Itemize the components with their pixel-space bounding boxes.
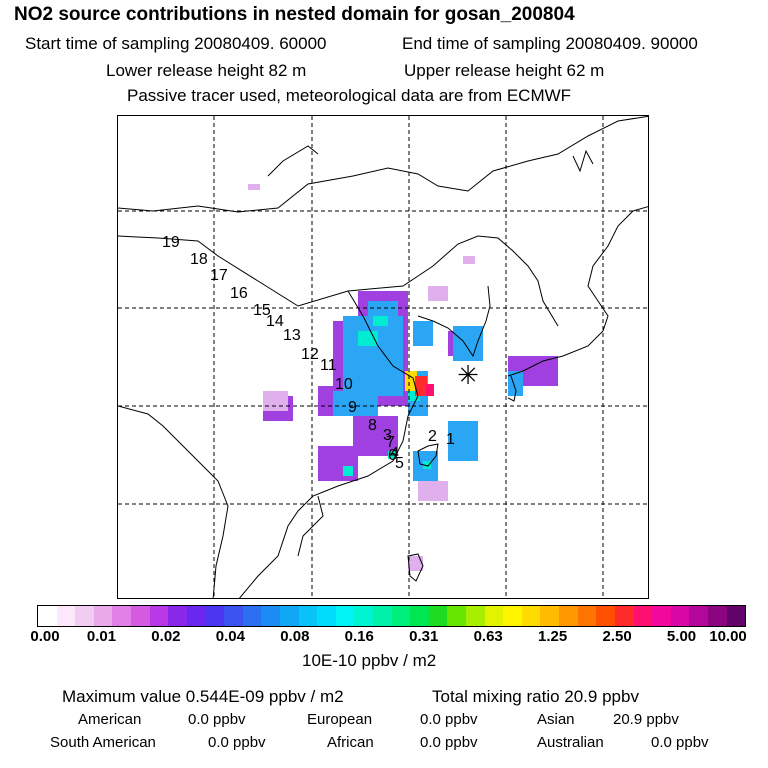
colorbar-segment xyxy=(261,606,280,626)
colorbar-tick-label: 0.04 xyxy=(215,628,245,645)
american-value: 0.0 ppbv xyxy=(188,711,246,728)
colorbar-tick-label: 10.00 xyxy=(709,628,747,645)
trajectory-point-label: 5 xyxy=(395,455,404,472)
trajectory-point-label: 13 xyxy=(283,327,301,344)
colorbar-segment xyxy=(372,606,392,626)
colorbar-segment xyxy=(428,606,448,626)
colorbar-segment xyxy=(577,606,597,626)
colorbar-tick-label: 0.31 xyxy=(409,628,439,645)
colorbar xyxy=(37,605,746,627)
colorbar-units: 10E-10 ppbv / m2 xyxy=(302,651,437,670)
colorbar-segment xyxy=(279,606,299,626)
colorbar-segment xyxy=(75,606,94,626)
asian-value: 20.9 ppbv xyxy=(613,711,679,728)
african-label: African xyxy=(327,734,374,751)
australian-value: 0.0 ppbv xyxy=(651,734,709,751)
colorbar-segment xyxy=(112,606,132,626)
colorbar-segment xyxy=(540,606,560,626)
colorbar-segment xyxy=(689,606,708,626)
colorbar-tick-label: 5.00 xyxy=(666,628,697,645)
end-time-label: End time of sampling 20080409. 90000 xyxy=(402,34,698,53)
colorbar-tick-label: 2.50 xyxy=(602,628,632,645)
trajectory-point-label: 19 xyxy=(162,234,180,251)
colorbar-segment xyxy=(391,606,411,626)
colorbar-tick-label: 0.63 xyxy=(473,628,503,645)
colorbar-segment xyxy=(559,606,578,626)
colorbar-segment xyxy=(410,606,429,626)
colorbar-tick-label: 0.01 xyxy=(86,628,117,645)
trajectory-point-label: 9 xyxy=(348,399,357,416)
colorbar-segment xyxy=(726,606,746,626)
colorbar-segment xyxy=(242,606,262,626)
receptor-marker: ✳ xyxy=(457,361,479,391)
colorbar-segment xyxy=(447,606,467,626)
tracer-note: Passive tracer used, meteorological data… xyxy=(127,86,572,105)
trajectory-point-label: 17 xyxy=(210,267,228,284)
colorbar-segment xyxy=(298,606,318,626)
trajectory-point-label: 1 xyxy=(446,431,455,448)
trajectory-point-label: 12 xyxy=(301,346,319,363)
trajectory-point-label: 10 xyxy=(335,376,353,393)
colorbar-segment xyxy=(149,606,169,626)
start-time-label: Start time of sampling 20080409. 60000 xyxy=(25,34,327,53)
concentration-field xyxy=(248,184,558,571)
colorbar-segment xyxy=(652,606,671,626)
trajectory-point-label: 18 xyxy=(190,251,208,268)
colorbar-segment xyxy=(317,606,336,626)
map-panel: 19 18 17 16 15 14 13 12 11 10 9 8 7 6 5 4 3 2 1 ✳ xyxy=(117,115,649,599)
colorbar-tick-label: 0.02 xyxy=(151,628,181,645)
colorbar-segment xyxy=(670,606,690,626)
colorbar-tick-label: 0.08 xyxy=(280,628,310,645)
european-label: European xyxy=(307,711,373,728)
lower-release-height: Lower release height 82 m xyxy=(106,61,307,80)
australian-label: Australian xyxy=(537,734,604,751)
colorbar-segment xyxy=(354,606,373,626)
american-label: American xyxy=(78,711,142,728)
colorbar-segment xyxy=(521,606,541,626)
colorbar-segment xyxy=(38,606,57,626)
trajectory-point-label: 3 xyxy=(383,427,392,444)
colorbar-segment xyxy=(633,606,653,626)
trajectory-point-label: 14 xyxy=(266,313,284,330)
african-value: 0.0 ppbv xyxy=(420,734,478,751)
colorbar-segment xyxy=(484,606,504,626)
trajectory-point-label: 11 xyxy=(320,357,337,374)
trajectory-point-label: 8 xyxy=(368,417,377,434)
colorbar-segment xyxy=(131,606,150,626)
upper-release-height: Upper release height 62 m xyxy=(404,61,605,80)
colorbar-segment xyxy=(503,606,522,626)
colorbar-segment xyxy=(466,606,485,626)
south-american-value: 0.0 ppbv xyxy=(208,734,266,751)
maximum-value: Maximum value 0.544E-09 ppbv / m2 xyxy=(62,687,344,706)
grid-lines xyxy=(118,116,648,598)
trajectory-point-label: 7 xyxy=(386,434,395,451)
colorbar-segment xyxy=(93,606,113,626)
colorbar-segment xyxy=(168,606,187,626)
colorbar-segment xyxy=(707,606,727,626)
asian-label: Asian xyxy=(537,711,575,728)
colorbar-segment xyxy=(186,606,206,626)
trajectory-point-label: 15 xyxy=(253,302,271,319)
colorbar-segment xyxy=(596,606,615,626)
colorbar-tick-label: 1.25 xyxy=(538,628,568,645)
chart-title: NO2 source contributions in nested domai… xyxy=(14,4,575,25)
trajectory-point-label: 16 xyxy=(230,285,248,302)
colorbar-segment xyxy=(614,606,634,626)
colorbar-segment xyxy=(335,606,355,626)
colorbar-segment xyxy=(56,606,76,626)
colorbar-tick-label: 0.00 xyxy=(30,628,60,645)
colorbar-segment xyxy=(224,606,243,626)
south-american-label: South American xyxy=(50,734,156,751)
trajectory-point-label: 2 xyxy=(428,428,437,445)
colorbar-tick-label: 0.16 xyxy=(344,628,374,645)
total-mixing-ratio: Total mixing ratio 20.9 ppbv xyxy=(432,687,639,706)
european-value: 0.0 ppbv xyxy=(420,711,478,728)
trajectory-point-label: 6 xyxy=(388,447,397,464)
colorbar-segment xyxy=(205,606,225,626)
trajectory-point-label: 4 xyxy=(390,445,399,462)
colorbar-ticks: 0.00 0.01 0.02 0.04 0.08 0.16 0.31 0.63 1.25 2.50… xyxy=(0,628,768,648)
